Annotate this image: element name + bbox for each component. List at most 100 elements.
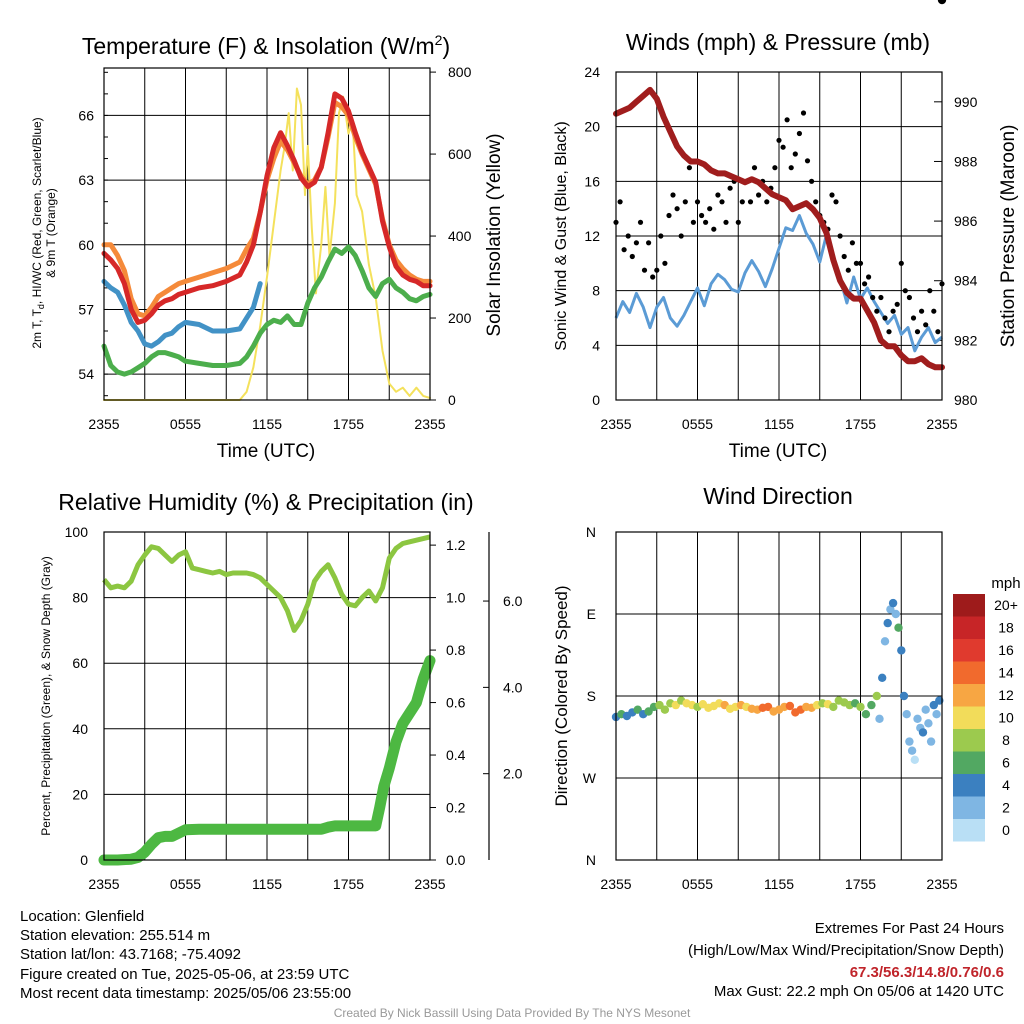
recent-data-text: Most recent data timestamp: 2025/05/06 2… — [20, 984, 352, 1002]
gust-point — [739, 199, 745, 205]
x-tick-label: 1155 — [252, 416, 282, 432]
gust-point — [678, 233, 684, 239]
gust-point — [792, 151, 798, 157]
max-gust-text: Max Gust: 22.2 mph On 05/06 at 1420 UTC — [713, 983, 1004, 1000]
gust-point — [646, 240, 652, 246]
y-tick-label-right: 988 — [954, 153, 978, 169]
colorbar-label: 16 — [998, 642, 1014, 658]
gust-point — [711, 226, 717, 232]
humidity-panel: Relative Humidity (%) & Precipitation (i… — [39, 489, 474, 836]
colorbar-title: mph — [991, 575, 1020, 592]
gust-point — [833, 199, 839, 205]
y-tick-label-right: 0.4 — [446, 747, 466, 763]
gust-point — [662, 260, 668, 266]
gust-point — [650, 274, 656, 280]
gust-point — [804, 158, 811, 164]
x-tick-label: 0555 — [682, 416, 713, 432]
gust-point — [747, 199, 754, 205]
gust-point — [886, 329, 892, 335]
gust-point — [735, 219, 741, 225]
extremes-title: Extremes For Past 24 Hours — [814, 920, 1004, 937]
y-tick-label-right: 0.8 — [446, 642, 466, 658]
gust-point — [727, 185, 733, 191]
y-tick-label-left: 12 — [584, 228, 600, 244]
extremes-info: Extremes For Past 24 Hours (High/Low/Max… — [688, 918, 1004, 1000]
direction-point — [880, 637, 890, 646]
gust-point — [862, 281, 868, 287]
x-tick-label: 1755 — [333, 416, 364, 432]
gust-point — [617, 199, 623, 205]
gust-point — [694, 199, 701, 205]
gust-point — [874, 308, 880, 314]
gust-point — [849, 240, 856, 246]
direction-point — [763, 702, 773, 712]
plot-frame — [103, 67, 431, 401]
gust-point — [853, 260, 860, 266]
y-tick-label-right: 200 — [448, 310, 472, 326]
gust-point — [841, 253, 847, 260]
x-tick-label: 1755 — [845, 416, 876, 432]
gust-point — [690, 219, 697, 225]
gust-point — [878, 294, 884, 301]
gust-point — [898, 260, 904, 266]
direction-point — [932, 710, 941, 719]
gust-point — [894, 301, 900, 307]
colorbar-label: 0 — [1002, 822, 1010, 838]
y-tick-label-right: 990 — [954, 94, 978, 110]
sonic-wind-line — [614, 214, 943, 353]
gust-point — [780, 144, 786, 150]
colorbar-label: 20+ — [994, 597, 1018, 613]
y-tick-label-left: 20 — [72, 786, 88, 802]
y-tick-label-left: 63 — [78, 172, 94, 188]
colorbar-swatch — [953, 661, 985, 684]
gust-point — [666, 212, 672, 219]
plot-frame — [615, 531, 943, 861]
direction-point — [902, 710, 911, 719]
plot-frame — [103, 531, 431, 861]
gust-point — [637, 219, 644, 225]
gust-point — [751, 165, 758, 171]
colorbar-label: 2 — [1002, 800, 1010, 816]
gust-point — [809, 178, 815, 184]
colorbar-swatch — [953, 616, 985, 639]
pressure-line — [613, 86, 945, 371]
direction-point — [888, 598, 898, 608]
humidity-line — [102, 534, 431, 633]
gust-point — [723, 219, 729, 225]
x-tick-label: 2355 — [600, 876, 631, 892]
winds-panel-title: Winds (mph) & Pressure (mb) — [626, 29, 930, 55]
temperature-series-line — [101, 244, 433, 377]
y-tick-label-right: 800 — [448, 64, 472, 80]
x-tick-label: 0555 — [170, 416, 201, 432]
x-tick-label: 2355 — [414, 876, 445, 892]
x-tick-label: 2355 — [926, 876, 957, 892]
temperature-panel-title: Temperature (F) & Insolation (W/m2) — [82, 32, 450, 59]
temperature-panel: Temperature (F) & Insolation (W/m2) 2m T… — [30, 32, 505, 462]
winds-ylabel-left: Sonic Wind & Gust (Blue, Black) — [553, 121, 570, 350]
winds-ylabel-right: Station Pressure (Maroon) — [998, 125, 1019, 348]
y-tick-label-right: 982 — [954, 332, 978, 348]
humidity-ylabel-left: Percent, Precipitation (Green), & Snow D… — [39, 556, 53, 835]
direction-point — [872, 691, 881, 701]
elevation-text: Station elevation: 255.514 m — [20, 927, 211, 945]
y-tick-label-right: 0 — [448, 392, 456, 408]
colorbar-swatch — [953, 796, 985, 819]
direction-point — [924, 719, 933, 728]
direction-point — [910, 755, 919, 764]
gust-point — [772, 165, 778, 171]
temperature-xlabel: Time (UTC) — [217, 441, 316, 462]
y-tick-label-left: 0 — [80, 852, 88, 868]
gust-point — [699, 212, 705, 219]
y-tick-label-left: 8 — [592, 283, 600, 299]
winds-panel: Winds (mph) & Pressure (mb) Sonic Wind &… — [553, 29, 1019, 462]
gust-point — [800, 110, 807, 116]
gust-point — [890, 308, 896, 314]
gust-point — [829, 192, 835, 198]
direction-tick-label: N — [586, 524, 596, 540]
colorbar-swatch — [953, 706, 985, 729]
colorbar-swatch — [953, 774, 985, 797]
x-tick-label: 1155 — [252, 876, 282, 892]
y-tick-label-left: 24 — [584, 64, 600, 80]
y-tick-label-right: 400 — [448, 228, 472, 244]
gust-point — [641, 267, 648, 273]
